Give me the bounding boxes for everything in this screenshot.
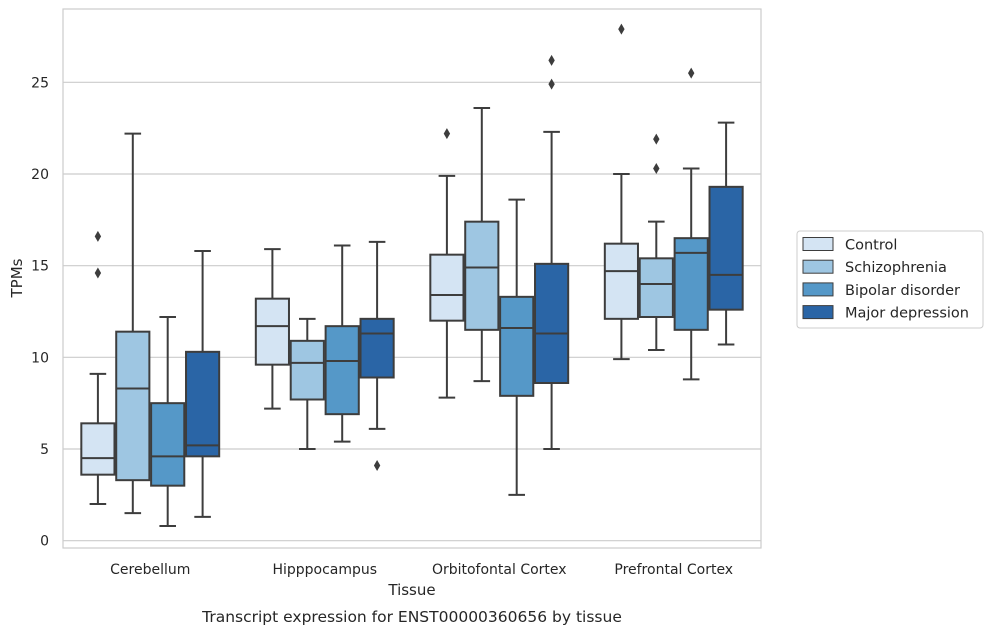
outlier-point xyxy=(653,163,660,174)
outlier-point xyxy=(443,128,451,140)
outlier-point xyxy=(618,23,625,35)
box-plot xyxy=(150,316,186,527)
legend-label: Schizophrenia xyxy=(845,260,947,276)
legend-swatch xyxy=(802,282,834,297)
legend-entry: Schizophrenia xyxy=(802,259,947,276)
box-iqr xyxy=(185,350,221,458)
y-tick-labels: 0 5 10 15 20 25 xyxy=(31,75,49,549)
box-plot xyxy=(185,250,221,518)
legend-swatch xyxy=(802,305,834,320)
legend-swatch xyxy=(802,237,834,251)
box-plot xyxy=(289,317,325,450)
legend-label: Control xyxy=(845,238,897,254)
box-iqr xyxy=(289,339,325,401)
box-iqr xyxy=(254,297,290,366)
outlier-point xyxy=(653,133,660,145)
box-iqr xyxy=(429,253,465,322)
box-plot xyxy=(359,240,395,471)
y-tick-label: 15 xyxy=(31,259,49,275)
outlier-point xyxy=(94,230,102,242)
box-iqr xyxy=(499,295,535,397)
legend-label: Bipolar disorder xyxy=(845,283,960,299)
box-iqr xyxy=(534,262,570,385)
y-tick-label: 10 xyxy=(31,350,49,366)
outlier-point xyxy=(373,460,381,471)
chart-caption: Transcript expression for ENST0000036065… xyxy=(201,608,622,626)
legend-label: Major depression xyxy=(845,306,969,322)
legend-entry: Control xyxy=(802,237,897,254)
box-plot xyxy=(324,244,360,443)
legend: Control Schizophrenia Bipolar disorder Majo… xyxy=(796,230,984,329)
y-tick-label: 25 xyxy=(31,75,49,91)
outlier-point xyxy=(548,78,555,90)
box-plot xyxy=(254,248,290,410)
box-plot xyxy=(429,128,465,399)
box-plot xyxy=(115,132,151,515)
x-tick-label: Prefrontal Cortex xyxy=(614,562,733,578)
box-iqr xyxy=(115,330,151,482)
box-plot xyxy=(638,133,674,351)
box-iqr xyxy=(324,325,360,416)
box-iqr xyxy=(359,317,395,379)
legend-entry: Major depression xyxy=(802,305,969,322)
plot-area-frame xyxy=(62,8,762,549)
legend-frame xyxy=(796,230,984,329)
x-tick-label: Cerebellum xyxy=(110,562,190,578)
box-iqr xyxy=(150,402,186,487)
box-plot xyxy=(534,54,570,450)
outlier-point xyxy=(688,67,695,79)
outlier-point xyxy=(548,54,555,66)
y-axis-label: TPMs xyxy=(8,258,26,298)
boxes-layer xyxy=(80,23,744,527)
legend-swatch xyxy=(802,259,834,274)
box-plot xyxy=(673,67,709,381)
box-iqr xyxy=(603,242,639,320)
box-plot xyxy=(80,230,116,505)
box-plot xyxy=(464,107,500,383)
box-plot xyxy=(603,23,639,361)
box-plot xyxy=(708,121,744,346)
box-plot xyxy=(499,198,535,496)
y-tick-label: 0 xyxy=(40,534,49,550)
box-iqr xyxy=(708,185,744,311)
outlier-point xyxy=(94,267,102,279)
box-iqr xyxy=(80,422,116,476)
box-iqr xyxy=(638,257,674,319)
legend-items: Control Schizophrenia Bipolar disorder Majo… xyxy=(802,237,969,322)
y-tick-label: 20 xyxy=(31,167,49,183)
x-axis-label: Tissue xyxy=(387,581,435,599)
y-tick-label: 5 xyxy=(40,442,49,458)
box-iqr xyxy=(464,220,500,331)
x-tick-labels: Cerebellum Hipppocampus Orbitofontal Corte… xyxy=(110,562,733,578)
x-tick-label: Orbitofontal Cortex xyxy=(432,562,567,578)
legend-entry: Bipolar disorder xyxy=(802,282,960,299)
x-tick-label: Hipppocampus xyxy=(272,562,377,578)
